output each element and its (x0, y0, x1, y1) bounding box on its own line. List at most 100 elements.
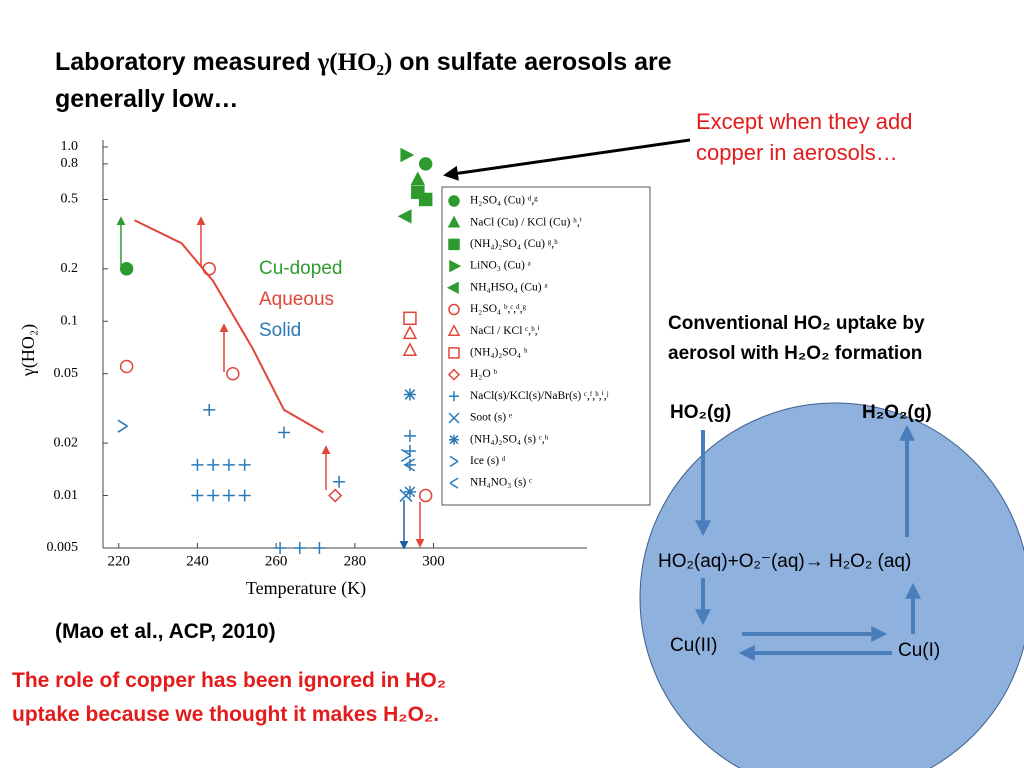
marker (119, 262, 134, 276)
marker (238, 489, 251, 502)
y-tick-label: 0.005 (47, 540, 79, 555)
callout-line: Except when they add (696, 109, 913, 134)
marker (404, 458, 416, 472)
marker (400, 448, 412, 463)
legend-marker (449, 455, 459, 468)
y-tick-label: 0.02 (54, 435, 79, 450)
legend-marker (448, 412, 460, 424)
legend-label: Ice (s) ᵈ (470, 455, 506, 467)
marker (117, 419, 128, 433)
x-tick-label: 280 (344, 553, 367, 569)
y-tick-label: 0.1 (61, 313, 79, 328)
marker (207, 489, 220, 502)
limit-arrows (116, 216, 425, 550)
x-axis-title: Temperature (K) (246, 578, 366, 599)
legend-marker (448, 238, 460, 251)
marker (238, 458, 251, 471)
x-tick-label: 260 (265, 553, 288, 569)
marker (119, 359, 134, 374)
conclusion-line: The role of copper has been ignored in H… (12, 669, 447, 692)
marker (400, 147, 415, 163)
diagram-arrows (695, 424, 921, 661)
marker (418, 157, 433, 171)
cu2: Cu(II) (670, 635, 718, 656)
legend-label: H₂SO₄ (Cu) ᵈ,ᵍ (470, 195, 538, 207)
legend-marker (448, 347, 460, 359)
marker (222, 489, 235, 502)
marker (333, 475, 346, 488)
marker (222, 458, 235, 471)
marker (202, 262, 216, 276)
legend-marker (449, 391, 459, 402)
marker (278, 426, 291, 439)
legend-marker (447, 215, 461, 228)
callout-arrow (443, 138, 691, 181)
marker (328, 488, 343, 503)
diagram-heading: Conventional HO₂ uptake by aerosol with … (668, 309, 925, 369)
y-tick-label: 0.8 (61, 156, 79, 171)
marker (226, 366, 240, 381)
marker (410, 171, 426, 186)
y-tick-label: 0.05 (54, 366, 79, 381)
heading-line: aerosol with H₂O₂ formation (668, 343, 923, 364)
legend-label: NH₄NO₃ (s) ᶜ (470, 477, 532, 489)
annotation: Solid (259, 320, 301, 341)
cu1: Cu(I) (898, 640, 940, 661)
gas-in: HO₂(g) (670, 402, 731, 423)
legend-marker (449, 477, 459, 489)
model-line (134, 219, 324, 434)
legend-label: (NH₄)₂SO₄ (Cu) ᵍ,ʰ (470, 238, 558, 250)
marker (191, 458, 204, 471)
conclusion: The role of copper has been ignored in H… (12, 664, 446, 732)
legend-marker (448, 195, 460, 207)
legend-label: NaCl / KCl ᶜ,ʰ,ⁱ (470, 324, 540, 337)
legend-label: H₂SO₄ ᵇ,ᶜ,ᵈ,ᵍ (470, 303, 527, 315)
marker (418, 488, 433, 503)
legend (441, 186, 651, 506)
legend-marker (448, 303, 460, 316)
marker (403, 388, 416, 401)
marker (418, 192, 433, 207)
title-text: on sulfate aerosols are (392, 48, 672, 76)
marker (402, 342, 418, 357)
legend-label: Soot (s) ᵉ (470, 412, 512, 424)
y-tick-label: 1.0 (61, 139, 79, 154)
aerosol-droplet (639, 402, 1024, 768)
marker (403, 485, 416, 498)
title-symbol: γ(HO₂) (317, 49, 393, 76)
marker (313, 542, 326, 554)
legend-label: NH₄HSO₄ (Cu) ᵃ (470, 281, 548, 293)
heading-line: Conventional HO₂ uptake by (668, 313, 925, 334)
legend-label: H₂O ᵇ (470, 368, 497, 380)
legend-marker (449, 434, 459, 445)
annotation: Aqueous (259, 289, 334, 310)
legend-marker (446, 281, 459, 295)
legend-label: NaCl(s)/KCl(s)/NaBr(s) ᶜ,ᶠ,ʰ,ⁱ,ʲ (470, 389, 609, 402)
title-text: Laboratory measured (55, 48, 318, 76)
x-tick-label: 220 (107, 553, 130, 569)
gas-out: H₂O₂(g) (862, 402, 932, 423)
conclusion-line: uptake because we thought it makes H₂O₂. (12, 703, 440, 726)
title: Laboratory measured γ(HO₂) on sulfate ae… (55, 44, 672, 117)
legend-label: (NH₄)₂SO₄ ʰ (470, 347, 528, 359)
legend-marker (449, 259, 462, 273)
reaction: HO₂(aq)+O₂⁻(aq)→ H₂O₂ (aq) (658, 551, 911, 572)
y-tick-label: 0.01 (54, 488, 79, 503)
marker (397, 209, 412, 224)
marker (403, 311, 417, 326)
y-tick-label: 0.5 (61, 192, 79, 207)
x-tick-label: 300 (422, 553, 445, 569)
citation: (Mao et al., ACP, 2010) (55, 620, 276, 643)
legend-marker (447, 368, 461, 381)
legend-label: (NH₄)₂SO₄ (s) ᶜ,ʰ (470, 433, 549, 445)
y-axis-title: γ(HO₂) (18, 324, 39, 377)
legend-marker (447, 324, 461, 336)
marker (293, 542, 306, 554)
marker (402, 325, 418, 340)
y-tick-label: 0.2 (61, 261, 79, 276)
marker (203, 403, 216, 416)
x-tick-label: 240 (186, 553, 209, 569)
annotation: Cu-doped (259, 258, 342, 279)
